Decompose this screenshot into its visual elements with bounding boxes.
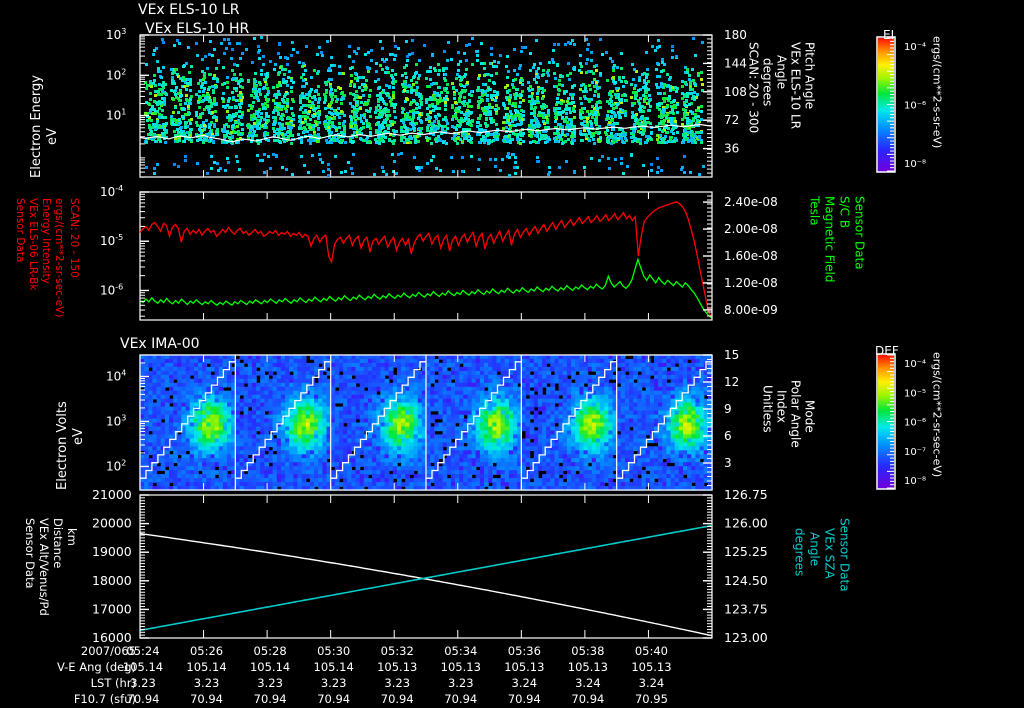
panel1-right-label-1: VEx ELS-10 LR <box>788 42 803 130</box>
svg-text:10-6: 10-6 <box>100 282 123 297</box>
footer-cell: 05:30 <box>317 644 351 658</box>
footer-cell: 05:40 <box>634 644 669 658</box>
panel2-left-label-2: Energy Intensity <box>40 198 53 284</box>
panel4-right-label-1: VEx SZA <box>822 528 837 579</box>
panel1-right-label-2: Angle <box>774 55 789 90</box>
panel3-y-axis-label: Electron Volts <box>55 401 70 490</box>
panel2-right-label-1: S/C B <box>837 196 852 229</box>
footer-cell: 70.94 <box>190 692 224 706</box>
footer-cell: 05:36 <box>507 644 541 658</box>
footer-cell: 3.24 <box>575 676 601 690</box>
footer-cell: 105.14 <box>122 660 164 674</box>
footer-cell: 3.23 <box>447 676 474 690</box>
footer-cell: 105.13 <box>504 660 545 674</box>
panel1-y-axis-label: Electron Energy <box>29 75 44 178</box>
panel1-y-axis-units: eV <box>45 128 60 145</box>
panel4-left-label-3: km <box>65 528 80 546</box>
footer-cell: 105.13 <box>440 660 481 674</box>
footer-cell: 70.94 <box>253 692 287 706</box>
panel2-right-label-3: Tesla <box>807 196 822 226</box>
panel3-right-label-2: Index <box>774 390 789 424</box>
panel1-colorbar-units: ergs/(cm**2-s-sr-eV) <box>930 36 944 149</box>
panel2-left-label-4: SCAN: 20 - 150 <box>68 198 81 278</box>
footer-cell: 3.23 <box>320 676 347 690</box>
svg-text:1.60e-08: 1.60e-08 <box>724 249 778 263</box>
panel3-colorbar-title: DEF <box>875 344 899 358</box>
panel1-right-label-4: SCAN: 20 - 300 <box>746 42 761 134</box>
footer-cell: 3.24 <box>511 676 538 690</box>
panel2-right-label-0: Sensor Data <box>852 196 867 270</box>
footer-cell: 3.23 <box>384 676 411 690</box>
svg-text:1.20e-08: 1.20e-08 <box>724 276 778 290</box>
footer-cell: 05:32 <box>380 644 414 658</box>
footer-cell: 3.23 <box>130 676 156 690</box>
svg-text:2.00e-08: 2.00e-08 <box>724 222 778 236</box>
svg-text:10-5: 10-5 <box>100 233 123 248</box>
footer-cell: 05:28 <box>253 644 287 658</box>
svg-text:108: 108 <box>724 85 747 99</box>
footer-cell: 105.14 <box>313 660 354 674</box>
panel4-left-label-1: VEx Alt/Venus/Pd <box>37 518 52 616</box>
svg-text:102: 102 <box>106 67 126 82</box>
svg-text:8.00e-09: 8.00e-09 <box>724 303 778 317</box>
svg-text:144: 144 <box>724 56 747 70</box>
footer-cell: 70.94 <box>571 692 605 706</box>
panel1-title-2: VEx ELS-10 HR <box>145 21 250 37</box>
svg-text:103: 103 <box>106 27 126 42</box>
svg-text:2.40e-08: 2.40e-08 <box>724 195 778 209</box>
panel3-right-label-1: Polar Angle <box>788 380 803 448</box>
panel2-left-label-3: ergs/(cm**2-sr-sec-eV) <box>53 198 66 318</box>
footer-cell: 105.14 <box>249 660 291 674</box>
footer-cell: 05:24 <box>126 644 160 658</box>
svg-text:101: 101 <box>106 108 126 123</box>
panel4-right-label-0: Sensor Data <box>837 518 852 592</box>
footer-cell: 70.94 <box>380 692 414 706</box>
footer-cell: 105.13 <box>567 660 608 674</box>
footer-cell: 3.23 <box>257 676 283 690</box>
svg-text:36: 36 <box>724 142 739 156</box>
panel4-left-label-0: Sensor Data <box>23 518 38 589</box>
footer-cell: 70.95 <box>634 692 668 706</box>
svg-text:72: 72 <box>724 113 739 127</box>
footer-cell: 3.23 <box>193 676 220 690</box>
panel2-left-label-1: VEx ELS-06 LR-Bk <box>27 198 40 291</box>
footer-cell: 05:38 <box>571 644 605 658</box>
panel3-title: VEx IMA-00 <box>120 336 200 352</box>
footer-cell: 3.24 <box>638 676 665 690</box>
panel2-right-label-2: Magnetic Field <box>822 196 837 283</box>
footer-cell: 70.94 <box>507 692 541 706</box>
panel1-right-label-3: degrees <box>760 58 775 107</box>
footer-cell: 70.94 <box>444 692 478 706</box>
panel3-y-axis-units: eV <box>71 428 86 445</box>
footer-cell: 05:26 <box>189 644 224 658</box>
panel4-right-label-2: Angle <box>807 532 822 567</box>
panel2-left-label-0: Sensor Data <box>14 198 27 263</box>
svg-text:10⁻⁶: 10⁻⁶ <box>904 101 926 112</box>
footer-cell: 105.13 <box>631 660 672 674</box>
panel4-right-label-3: degrees <box>792 528 807 577</box>
panel3-colorbar-units: ergs/(cm**2-sr-sec-eV) <box>930 352 944 478</box>
panel1-title-1: VEx ELS-10 LR <box>138 2 240 18</box>
panel3-right-label-0: Mode <box>802 400 817 433</box>
footer-cell: 105.13 <box>377 660 418 674</box>
panel3-right-label-3: Unitless <box>760 385 775 433</box>
footer-cell: 70.94 <box>126 692 160 706</box>
footer-cell: 105.14 <box>186 660 227 674</box>
panel1-right-label-0: Pitch Angle <box>802 42 817 110</box>
footer-cell: 70.94 <box>317 692 351 706</box>
footer-cell: 05:34 <box>444 644 478 658</box>
svg-text:180: 180 <box>724 28 747 42</box>
panel4-left-label-2: Distance <box>51 518 66 569</box>
panel1-colorbar-title: EI <box>883 28 895 42</box>
svg-text:10⁻⁸: 10⁻⁸ <box>904 159 926 170</box>
svg-text:10-4: 10-4 <box>100 184 123 199</box>
svg-text:10⁻⁴: 10⁻⁴ <box>904 42 926 53</box>
